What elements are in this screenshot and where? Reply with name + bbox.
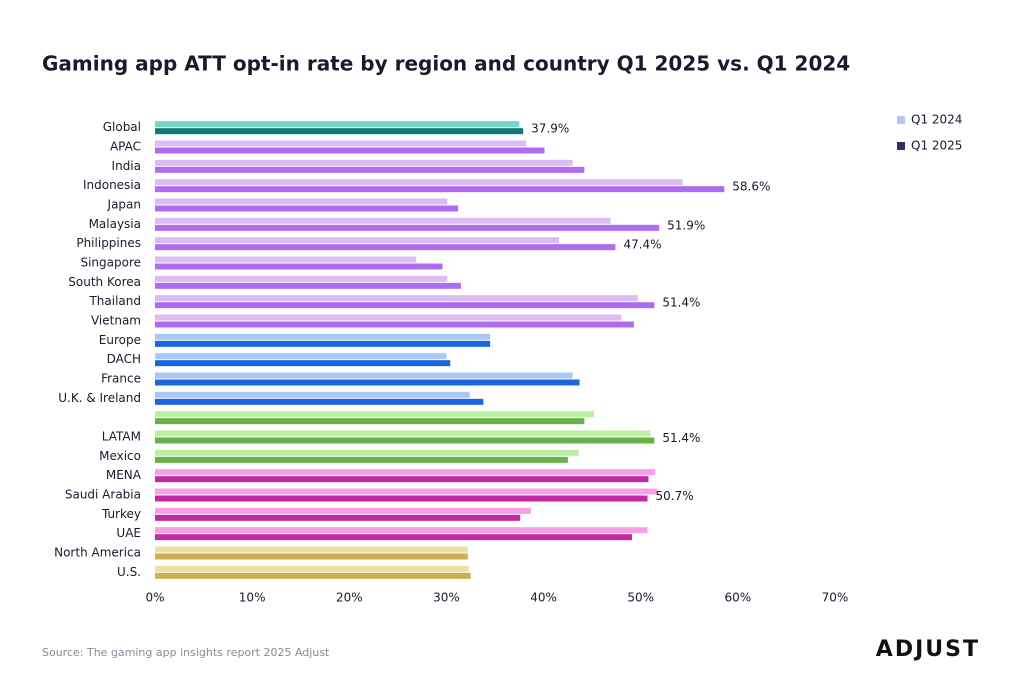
bar [155, 507, 531, 514]
bar [155, 263, 443, 270]
bar [155, 456, 568, 463]
bar [155, 140, 527, 147]
x-tick-label: 50% [627, 591, 654, 605]
bar [155, 224, 660, 231]
y-tick-label: U.S. [117, 565, 141, 579]
data-label: 37.9% [531, 122, 569, 136]
bar [155, 198, 448, 205]
bar [155, 282, 461, 289]
data-label: 50.7% [656, 489, 694, 503]
bar [155, 430, 651, 437]
bar [155, 128, 524, 135]
bar [155, 121, 520, 128]
y-tick-label: India [112, 159, 141, 173]
bar [155, 565, 469, 572]
legend-label: Q1 2025 [911, 139, 962, 153]
x-tick-label: 0% [145, 591, 164, 605]
y-tick-label: Global [103, 120, 141, 134]
bar [155, 398, 484, 405]
x-tick-label: 70% [822, 591, 849, 605]
bar [155, 244, 616, 251]
x-tick-label: 30% [433, 591, 460, 605]
bar [155, 449, 579, 456]
bar [155, 147, 545, 154]
y-tick-label: France [101, 372, 141, 386]
bar [155, 534, 632, 541]
legend-swatch [897, 116, 905, 124]
bar [155, 179, 683, 186]
x-tick-label: 40% [530, 591, 557, 605]
chart-title: Gaming app ATT opt-in rate by region and… [42, 52, 850, 76]
source-note: Source: The gaming app insights report 2… [42, 646, 330, 659]
y-tick-label: Malaysia [89, 217, 141, 231]
bar [155, 295, 638, 302]
bar [155, 256, 417, 263]
bar [155, 418, 585, 425]
bar [155, 437, 655, 444]
bar [155, 205, 459, 212]
bar [155, 488, 658, 495]
y-tick-label: Turkey [101, 507, 141, 521]
y-tick-label: Japan [107, 198, 141, 212]
bar [155, 372, 573, 379]
bar [155, 495, 648, 502]
x-tick-label: 10% [239, 591, 266, 605]
bar [155, 379, 580, 386]
y-tick-label: APAC [110, 140, 141, 154]
y-tick-label: Philippines [76, 236, 141, 250]
y-tick-label: Mexico [99, 449, 141, 463]
y-tick-label: South Korea [68, 275, 141, 289]
data-label: 47.4% [623, 238, 661, 252]
bar [155, 302, 655, 309]
bar [155, 186, 725, 193]
bar [155, 546, 468, 553]
bar [155, 237, 560, 244]
y-tick-label: Vietnam [91, 314, 141, 328]
data-label: 51.9% [667, 218, 705, 232]
bar [155, 411, 595, 418]
y-tick-label: Singapore [80, 256, 141, 270]
bar [155, 321, 634, 328]
bar [155, 340, 491, 347]
bar [155, 166, 585, 173]
x-tick-label: 60% [725, 591, 752, 605]
bar [155, 527, 648, 534]
bar [155, 353, 447, 360]
bar [155, 391, 470, 398]
data-label: 58.6% [732, 180, 770, 194]
bar [155, 476, 649, 483]
bar [155, 572, 471, 579]
data-label: 51.4% [662, 431, 700, 445]
y-tick-label: DACH [107, 352, 141, 366]
bar [155, 514, 521, 521]
x-tick-label: 20% [336, 591, 363, 605]
y-tick-label: Europe [99, 333, 141, 347]
y-tick-label: Thailand [88, 294, 141, 308]
y-tick-label: UAE [116, 526, 141, 540]
y-tick-label: MENA [106, 468, 142, 482]
y-tick-label: LATAM [102, 430, 141, 444]
y-tick-label: U.K. & Ireland [58, 391, 141, 405]
bar [155, 553, 468, 560]
y-tick-label: Indonesia [83, 178, 141, 192]
y-tick-label: North America [54, 546, 141, 560]
bar [155, 360, 451, 367]
bar [155, 469, 656, 476]
bar [155, 333, 491, 340]
y-tick-label: Saudi Arabia [65, 488, 141, 502]
legend-label: Q1 2024 [911, 113, 962, 127]
bar [155, 275, 448, 282]
bar [155, 314, 622, 321]
logo: ADJUST [876, 637, 980, 662]
data-label: 51.4% [662, 296, 700, 310]
bar [155, 159, 573, 166]
legend-swatch [897, 142, 905, 150]
bar [155, 217, 611, 224]
